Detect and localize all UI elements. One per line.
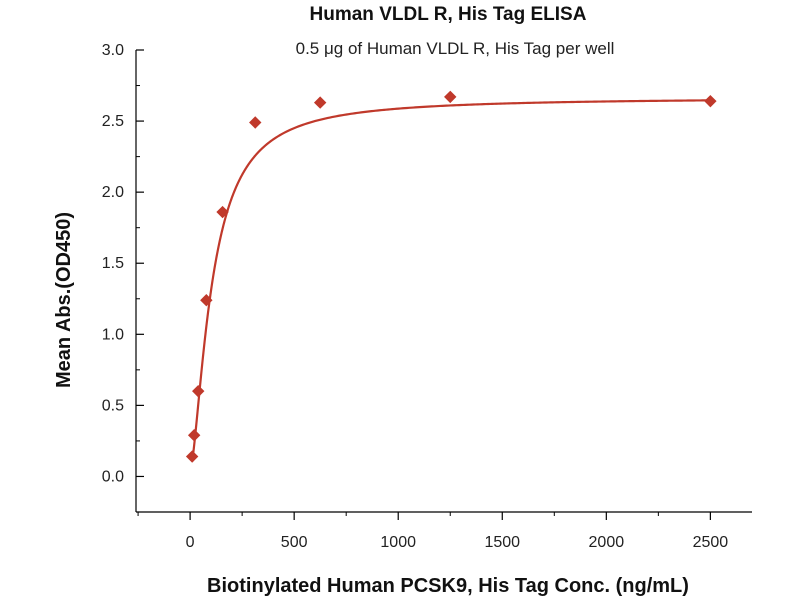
fit-curve	[191, 99, 711, 462]
y-tick-label: 0.0	[102, 468, 124, 485]
x-tick-label: 500	[281, 534, 308, 551]
x-tick-label: 2000	[589, 534, 625, 551]
data-point	[200, 293, 213, 307]
data-point	[187, 429, 201, 442]
y-tick-label: 1.0	[102, 326, 124, 343]
y-tick-label: 3.0	[102, 42, 124, 59]
data-point	[249, 116, 262, 129]
data-points	[185, 90, 717, 463]
x-tick-label: 2500	[693, 534, 729, 551]
axes: 0.0 0.5 1.0 1.5 2.0 2.5 3.0 0 500 1000 1500 2000 250…	[102, 42, 752, 551]
y-axis-title: Mean Abs.(OD450)	[53, 212, 75, 388]
x-axis-title: Biotinylated Human PCSK9, His Tag Conc. …	[207, 575, 689, 597]
y-tick-label: 1.5	[102, 255, 124, 272]
data-point	[185, 450, 199, 463]
data-point	[444, 90, 457, 104]
x-tick-label: 1000	[380, 534, 416, 551]
chart-title: Human VLDL R, His Tag ELISA	[310, 4, 587, 25]
data-point	[192, 384, 205, 398]
y-tick-label: 2.5	[102, 113, 124, 130]
y-tick-label: 2.0	[102, 184, 124, 201]
fit-curve-group	[191, 99, 711, 462]
x-tick-label: 0	[186, 534, 195, 551]
y-tick-label: 0.5	[102, 397, 124, 414]
data-point	[313, 96, 327, 109]
chart-subtitle: 0.5 μg of Human VLDL R, His Tag per well	[296, 39, 615, 58]
x-tick-label: 1500	[484, 534, 520, 551]
data-point	[216, 205, 229, 219]
data-point	[704, 94, 717, 108]
